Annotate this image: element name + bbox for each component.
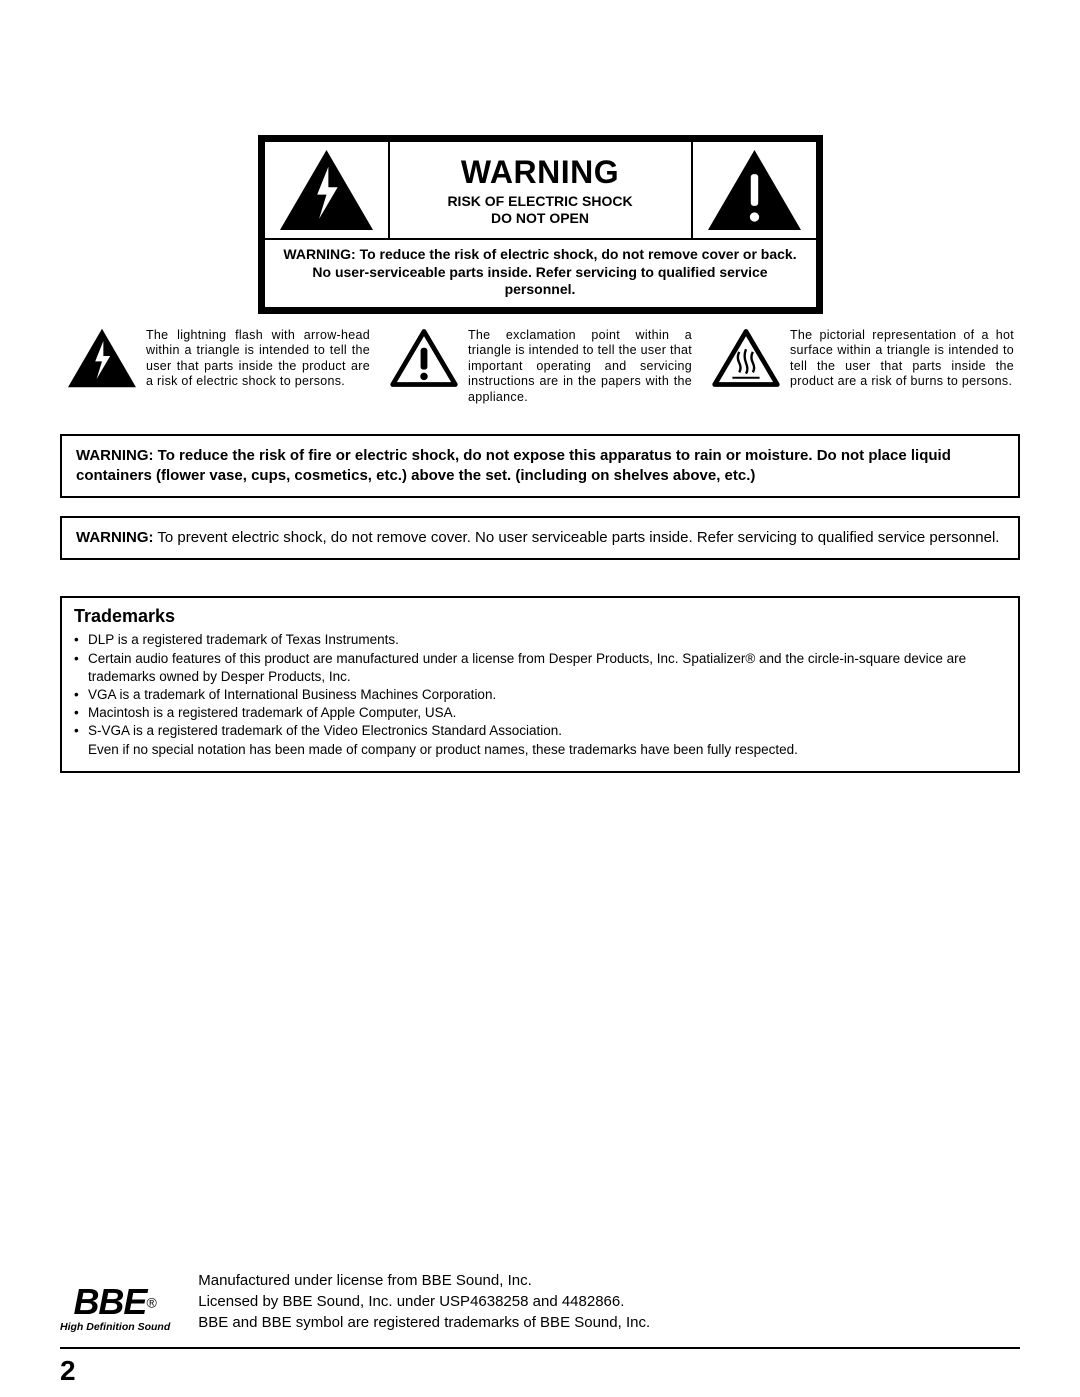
bbe-tagline: High Definition Sound (60, 1321, 170, 1333)
warning-box-1-text: WARNING: To reduce the risk of fire or e… (76, 446, 1004, 487)
symbol-hot-col: The pictorial representation of a hot su… (710, 328, 1014, 406)
bbe-line-2: Licensed by BBE Sound, Inc. under USP463… (198, 1291, 650, 1312)
warning-box-2-prefix: WARNING: (76, 529, 154, 546)
exclaim-triangle-filled-icon (691, 142, 816, 238)
trademark-item: DLP is a registered trademark of Texas I… (74, 631, 1006, 649)
warning-box-2-rest: To prevent electric shock, do not remove… (154, 529, 1000, 546)
bbe-footer-row: BBE® High Definition Sound Manufactured … (60, 1270, 1020, 1333)
warning-top-row: WARNING RISK OF ELECTRIC SHOCKDO NOT OPE… (265, 142, 816, 240)
bbe-footer-text: Manufactured under license from BBE Soun… (198, 1270, 650, 1333)
symbol-lightning-col: The lightning flash with arrow-head with… (66, 328, 370, 406)
bbe-line-3: BBE and BBE symbol are registered tradem… (198, 1312, 650, 1333)
symbol-exclaim-text: The exclamation point within a triangle … (468, 328, 692, 406)
page-number: 2 (60, 1355, 76, 1387)
bbe-registered-mark: ® (146, 1295, 156, 1311)
warning-body-text: WARNING: To reduce the risk of electric … (265, 240, 816, 307)
trademarks-title: Trademarks (74, 606, 1006, 627)
warning-block: WARNING RISK OF ELECTRIC SHOCKDO NOT OPE… (258, 135, 823, 314)
warning-title-cell: WARNING RISK OF ELECTRIC SHOCKDO NOT OPE… (390, 142, 691, 238)
trademark-item: Macintosh is a registered trademark of A… (74, 704, 1006, 722)
warning-box-2-text: WARNING: To prevent electric shock, do n… (76, 528, 1004, 548)
warning-subtitle: RISK OF ELECTRIC SHOCKDO NOT OPEN (394, 193, 687, 227)
lightning-triangle-icon (265, 142, 390, 238)
trademark-item: Certain audio features of this product a… (74, 650, 1006, 686)
bbe-logo-text: BBE (73, 1281, 146, 1322)
symbol-explanation-row: The lightning flash with arrow-head with… (66, 328, 1014, 406)
warning-title: WARNING (394, 154, 687, 191)
exclaim-triangle-outline-icon (388, 328, 460, 388)
trademark-item: VGA is a trademark of International Busi… (74, 686, 1006, 704)
bbe-line-1: Manufactured under license from BBE Soun… (198, 1270, 650, 1291)
lightning-triangle-small-icon (66, 328, 138, 388)
warning-box-1: WARNING: To reduce the risk of fire or e… (60, 434, 1020, 499)
page-rule (60, 1347, 1020, 1349)
symbol-hot-text: The pictorial representation of a hot su… (790, 328, 1014, 391)
symbol-exclaim-col: The exclamation point within a triangle … (388, 328, 692, 406)
symbol-lightning-text: The lightning flash with arrow-head with… (146, 328, 370, 391)
hot-surface-triangle-icon (710, 328, 782, 388)
warning-box-2: WARNING: To prevent electric shock, do n… (60, 516, 1020, 560)
trademark-item: S-VGA is a registered trademark of the V… (74, 722, 1006, 740)
trademarks-box: Trademarks DLP is a registered trademark… (60, 596, 1020, 773)
bbe-logo: BBE® High Definition Sound (60, 1284, 170, 1333)
trademarks-note: Even if no special notation has been mad… (74, 741, 1006, 759)
trademarks-list: DLP is a registered trademark of Texas I… (74, 631, 1006, 740)
